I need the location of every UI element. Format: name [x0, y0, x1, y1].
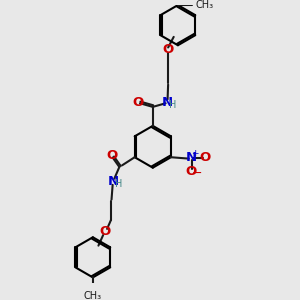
Text: O: O [133, 96, 144, 109]
Text: O: O [186, 165, 197, 178]
Text: CH₃: CH₃ [196, 0, 214, 10]
Text: +: + [191, 149, 198, 158]
Text: O: O [106, 149, 117, 162]
Text: O: O [200, 151, 211, 164]
Text: −: − [191, 167, 202, 180]
Text: N: N [108, 175, 119, 188]
Text: H: H [169, 100, 176, 110]
Text: H: H [115, 179, 122, 189]
Text: CH₃: CH₃ [84, 291, 102, 300]
Text: N: N [162, 96, 173, 109]
Text: O: O [163, 44, 174, 56]
Text: O: O [100, 225, 111, 238]
Text: N: N [185, 151, 197, 164]
